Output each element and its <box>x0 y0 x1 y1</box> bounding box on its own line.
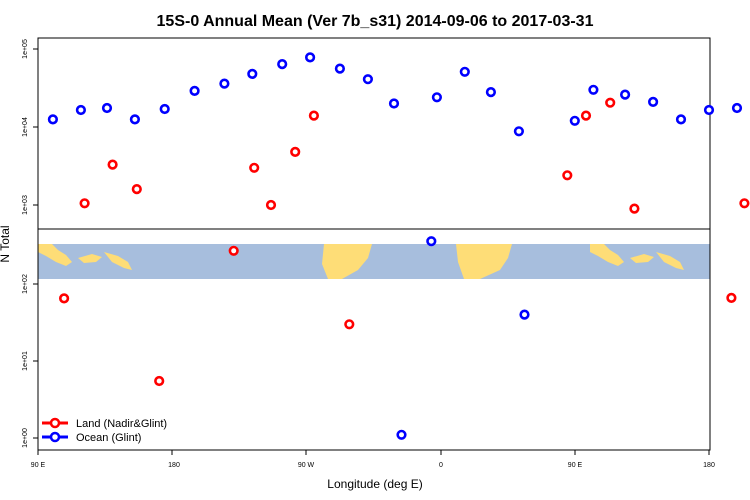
x-tick-label: 180 <box>168 462 180 469</box>
land-data-point <box>249 162 260 173</box>
map-land-indonesia-east <box>78 254 102 263</box>
land-data-point <box>131 184 142 195</box>
land-data-point <box>107 159 118 170</box>
x-tick-label: 180 <box>703 462 715 469</box>
ocean-data-point <box>219 78 230 89</box>
land-data-point <box>154 375 165 387</box>
land-data-point <box>58 293 70 304</box>
y-tick-label: 1e+03 <box>22 195 29 215</box>
chart-title: 15S-0 Annual Mean (Ver 7b_s31) 2014-09-0… <box>157 13 594 30</box>
y-axis: 1e+05 1e+04 1e+03 1e+02 1e+01 1e+00 <box>22 39 38 448</box>
land-data-point <box>290 146 301 157</box>
data-points <box>47 52 750 440</box>
upper-panel-frame <box>37 37 711 230</box>
ocean-data-point <box>189 85 200 96</box>
y-tick-label: 1e+04 <box>22 117 29 137</box>
land-data-point <box>580 110 592 121</box>
land-data-point <box>726 292 737 304</box>
legend-swatch-land-marker <box>49 417 61 429</box>
ocean-data-point <box>334 63 346 74</box>
land-data-point <box>629 203 640 214</box>
land-data-point <box>739 198 750 209</box>
ocean-data-point <box>396 429 407 440</box>
ocean-data-point <box>426 236 437 247</box>
y-tick-label: 1e+05 <box>22 39 29 59</box>
ocean-data-point <box>485 86 497 98</box>
x-tick-label: 90 E <box>31 462 46 469</box>
x-tick-label: 0 <box>439 462 443 469</box>
ocean-data-point <box>247 68 258 79</box>
map-land-africa <box>456 244 512 279</box>
ocean-data-point <box>129 114 140 125</box>
y-tick-label: 1e+01 <box>22 351 29 371</box>
ocean-data-point <box>519 309 530 320</box>
map-land-indonesia-west-repeat <box>590 244 624 266</box>
ocean-data-point <box>731 102 743 114</box>
map-land-new-guinea-repeat <box>656 252 684 270</box>
ocean-data-point <box>588 84 599 95</box>
x-tick-label: 90 W <box>298 462 315 469</box>
background-map-strip <box>38 244 710 279</box>
ocean-data-point <box>619 89 631 100</box>
lower-panel-frame <box>37 228 711 451</box>
ocean-data-point <box>159 103 170 115</box>
legend: Land (Nadir&Glint) Ocean (Glint) <box>42 417 167 444</box>
ocean-data-point <box>675 114 687 125</box>
ocean-data-point <box>431 92 443 103</box>
land-data-point <box>228 245 239 256</box>
land-data-point <box>344 319 355 330</box>
legend-label-ocean: Ocean (Glint) <box>76 432 141 444</box>
ocean-data-point <box>47 114 59 125</box>
land-data-point <box>265 199 277 211</box>
ocean-data-point <box>513 126 525 137</box>
ocean-data-point <box>277 58 288 70</box>
map-land-indonesia-east-repeat <box>630 254 654 263</box>
ocean-data-point <box>101 102 113 114</box>
map-land-new-guinea <box>104 252 132 270</box>
land-data-point <box>562 170 573 181</box>
land-data-point <box>605 97 616 108</box>
y-axis-label: N Total <box>0 225 12 262</box>
ocean-data-point <box>459 66 470 77</box>
ocean-data-point <box>75 104 86 116</box>
y-tick-label: 1e+00 <box>22 428 29 448</box>
x-axis: 90 E 180 90 W 0 90 E 180 <box>31 450 715 469</box>
legend-swatch-ocean-marker <box>49 431 61 443</box>
ocean-data-point <box>305 52 316 63</box>
ocean-data-point <box>703 104 715 116</box>
y-tick-label: 1e+02 <box>22 274 29 294</box>
x-axis-label: Longitude (deg E) <box>327 477 422 491</box>
ocean-data-point <box>569 115 580 126</box>
legend-label-land: Land (Nadir&Glint) <box>76 418 167 430</box>
ocean-data-point <box>362 74 374 85</box>
x-tick-label: 90 E <box>568 462 583 469</box>
land-data-point <box>308 110 320 121</box>
land-data-point <box>79 198 90 209</box>
ocean-data-point <box>388 98 400 109</box>
map-land-south-america <box>322 244 372 279</box>
map-land-indonesia-west <box>38 244 72 266</box>
ocean-data-point <box>647 96 659 107</box>
